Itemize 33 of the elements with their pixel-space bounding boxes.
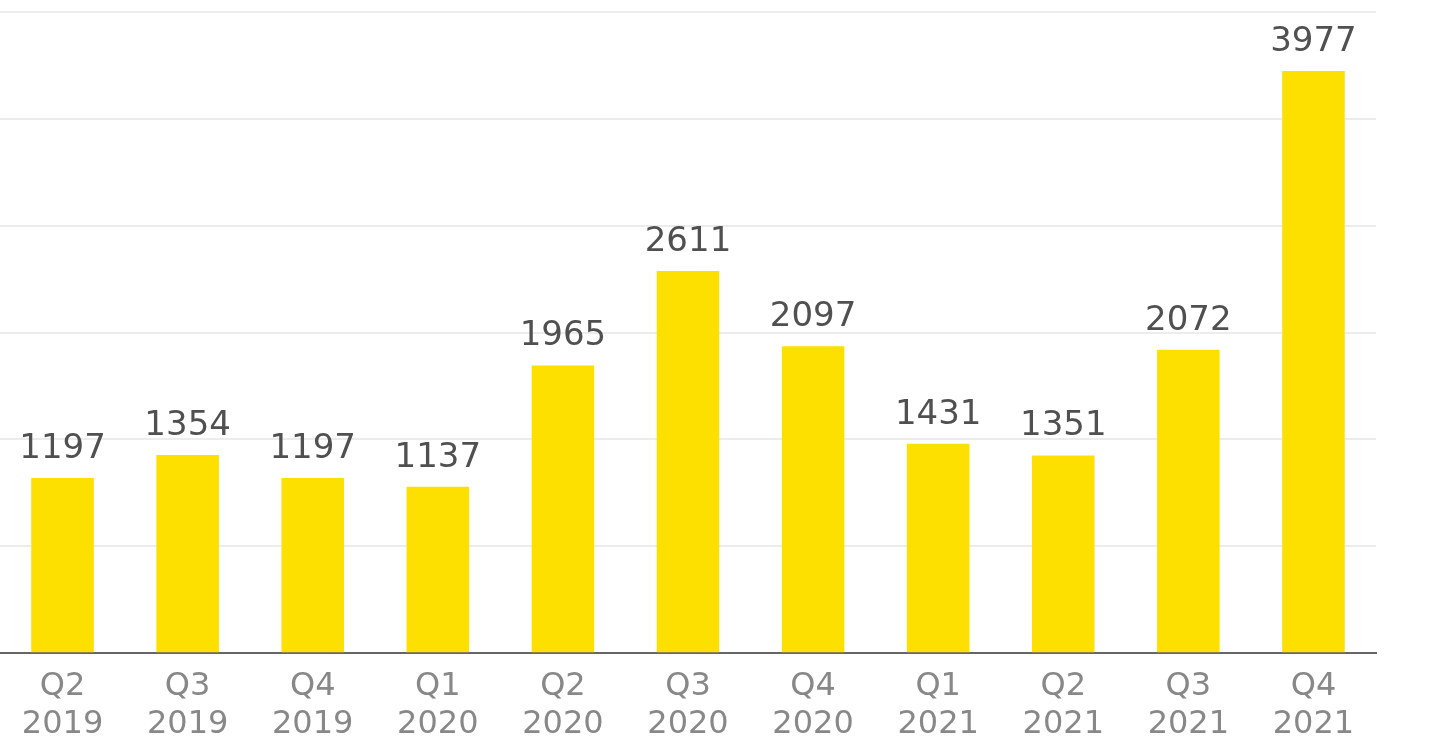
- bar: [156, 454, 219, 653]
- x-tick-label: Q4 2020: [772, 664, 854, 742]
- data-label: 1137: [394, 434, 482, 475]
- data-label: 2097: [769, 294, 857, 335]
- x-tick-label: Q1 2021: [897, 664, 979, 742]
- x-tick-label: Q2 2020: [522, 664, 604, 742]
- bar: [1282, 71, 1345, 653]
- bar: [31, 477, 94, 653]
- bar: [531, 365, 595, 653]
- bar: [906, 443, 970, 653]
- x-tick-label: Q3 2020: [647, 664, 729, 742]
- bar: [656, 270, 720, 653]
- data-label: 3977: [1270, 18, 1357, 59]
- bar: [281, 477, 344, 653]
- data-label: 1431: [894, 391, 982, 432]
- x-tick-label: Q4 2021: [1272, 664, 1355, 742]
- bar: [1032, 455, 1095, 653]
- data-label: 1354: [144, 402, 231, 443]
- x-tick-label: Q3 2021: [1147, 664, 1230, 742]
- x-tick-label: Q2 2019: [21, 664, 104, 742]
- data-label: 1965: [519, 313, 607, 354]
- bar: [1157, 349, 1220, 653]
- x-tick-label: Q4 2019: [272, 664, 354, 742]
- data-label: 1351: [1020, 403, 1107, 444]
- data-label: 1197: [19, 425, 106, 466]
- bar: [781, 346, 845, 653]
- data-label: 2611: [644, 218, 732, 259]
- x-tick-label: Q1 2020: [397, 664, 479, 742]
- x-tick-label: Q3 2019: [146, 664, 229, 742]
- x-tick-label: Q2 2021: [1022, 664, 1104, 742]
- bar: [406, 486, 470, 653]
- data-label: 1197: [269, 425, 356, 466]
- data-label: 2072: [1145, 297, 1232, 338]
